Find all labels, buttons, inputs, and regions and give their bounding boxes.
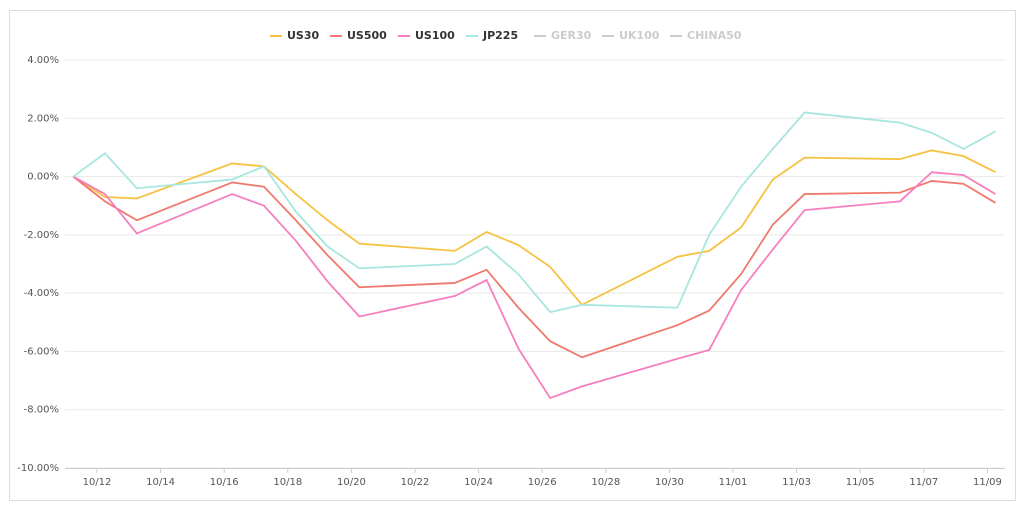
legend-text[interactable]: US500: [347, 29, 387, 42]
series-line: [72, 175, 996, 359]
y-tick-label: -10.00%: [17, 463, 59, 474]
y-tick-label: -2.00%: [24, 230, 59, 241]
x-tick-label: 11/05: [846, 477, 875, 488]
legend-text[interactable]: CHINA50: [687, 29, 742, 42]
y-tick-label: -8.00%: [24, 405, 59, 416]
x-tick-label: 10/18: [273, 477, 302, 488]
y-tick-label: 0.00%: [27, 172, 59, 183]
series-line: [72, 149, 996, 306]
legend-text[interactable]: JP225: [482, 29, 518, 42]
legend-text[interactable]: US30: [287, 29, 320, 42]
x-tick-label: 10/30: [655, 477, 684, 488]
y-tick-label: 4.00%: [27, 55, 59, 66]
y-tick-label: -4.00%: [24, 288, 59, 299]
x-tick-label: 10/24: [464, 477, 493, 488]
y-tick-label: 2.00%: [27, 113, 59, 124]
legend-text[interactable]: US100: [415, 29, 455, 42]
x-tick-label: 10/22: [401, 477, 430, 488]
series-line: [72, 171, 996, 400]
x-tick-label: 11/07: [909, 477, 938, 488]
x-tick-label: 11/01: [719, 477, 748, 488]
x-tick-label: 11/09: [973, 477, 1002, 488]
y-tick-label: -6.00%: [24, 346, 59, 357]
x-tick-label: 11/03: [782, 477, 811, 488]
x-tick-label: 10/20: [337, 477, 366, 488]
x-tick-label: 10/28: [591, 477, 620, 488]
series-line: [72, 111, 996, 314]
x-tick-label: 10/14: [146, 477, 175, 488]
x-tick-label: 10/12: [83, 477, 112, 488]
legend-text[interactable]: GER30: [551, 29, 592, 42]
x-tick-label: 10/16: [210, 477, 239, 488]
x-tick-label: 10/26: [528, 477, 557, 488]
legend-text[interactable]: UK100: [619, 29, 660, 42]
chart-frame: [9, 10, 1016, 501]
